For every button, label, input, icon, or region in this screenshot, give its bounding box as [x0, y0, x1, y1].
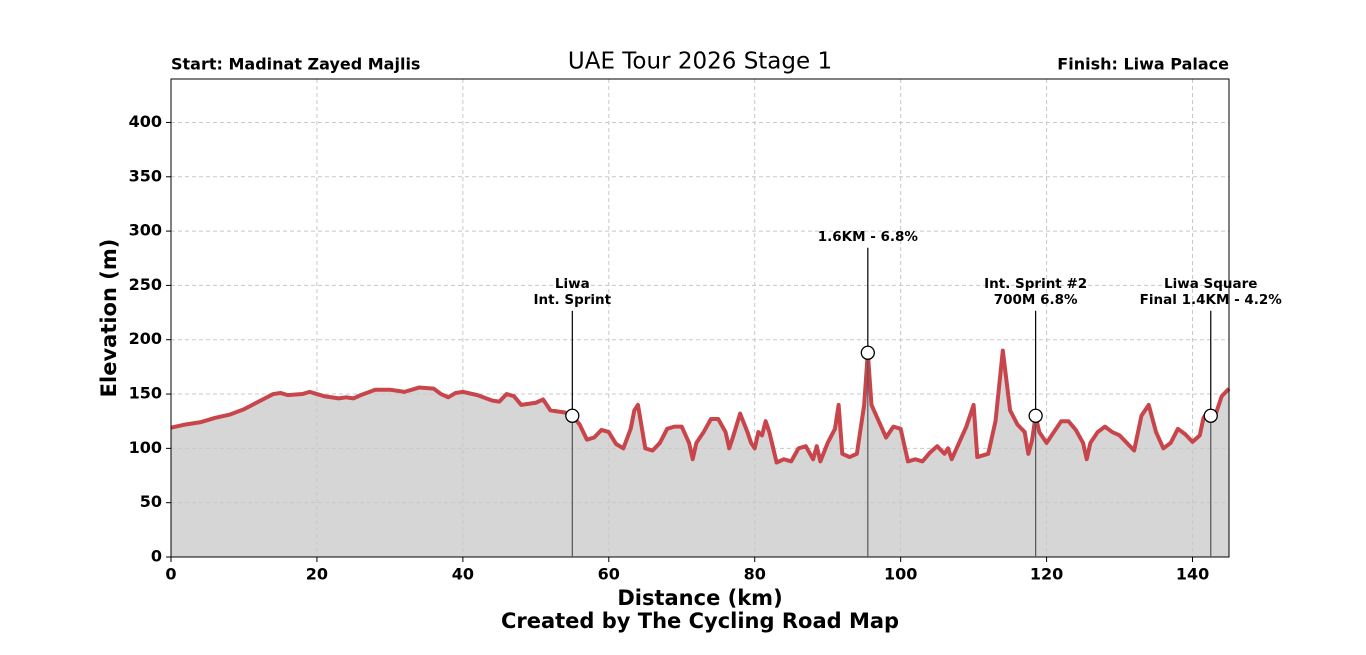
x-tick-label: 80: [744, 565, 766, 584]
y-axis-label: Elevation (m): [97, 239, 121, 398]
start-label: Start: Madinat Zayed Majlis: [171, 55, 420, 74]
elevation-line: [170, 348, 1231, 465]
annotation-label: Liwa Square: [1164, 276, 1257, 292]
x-tick-label: 40: [452, 565, 474, 584]
x-tick-label: 0: [165, 565, 176, 584]
annotation-label: 700M 6.8%: [994, 292, 1078, 308]
annotation-marker: [1203, 408, 1218, 423]
footer: Created by The Cycling Road Map: [501, 609, 899, 633]
x-tick-label: 60: [598, 565, 620, 584]
y-tick-label: 400: [129, 112, 162, 131]
annotation-marker: [860, 345, 875, 360]
finish-label: Finish: Liwa Palace: [1057, 55, 1229, 74]
plot-frame: [170, 78, 1230, 558]
chart-title: UAE Tour 2026 Stage 1: [568, 49, 832, 75]
y-tick-label: 50: [140, 492, 162, 511]
annotation-label: Liwa: [555, 276, 590, 292]
y-tick-label: 200: [129, 329, 162, 348]
annotation-label: 1.6KM - 6.8%: [818, 229, 919, 245]
annotation-label: Int. Sprint #2: [984, 276, 1087, 292]
x-tick-label: 120: [1030, 565, 1063, 584]
elevation-area: [171, 350, 1229, 557]
annotation-marker: [1028, 408, 1043, 423]
x-tick-label: 140: [1176, 565, 1209, 584]
x-tick-label: 20: [306, 565, 328, 584]
y-tick-label: 250: [129, 275, 162, 294]
annotation-label: Int. Sprint: [533, 292, 611, 308]
y-tick-label: 150: [129, 384, 162, 403]
y-tick-label: 100: [129, 438, 162, 457]
y-tick-label: 0: [151, 547, 162, 566]
y-tick-label: 300: [129, 221, 162, 240]
x-axis-label: Distance (km): [617, 586, 782, 610]
x-tick-label: 100: [884, 565, 917, 584]
annotation-label: Final 1.4KM - 4.2%: [1140, 292, 1283, 308]
y-tick-label: 350: [129, 166, 162, 185]
annotation-marker: [565, 408, 580, 423]
